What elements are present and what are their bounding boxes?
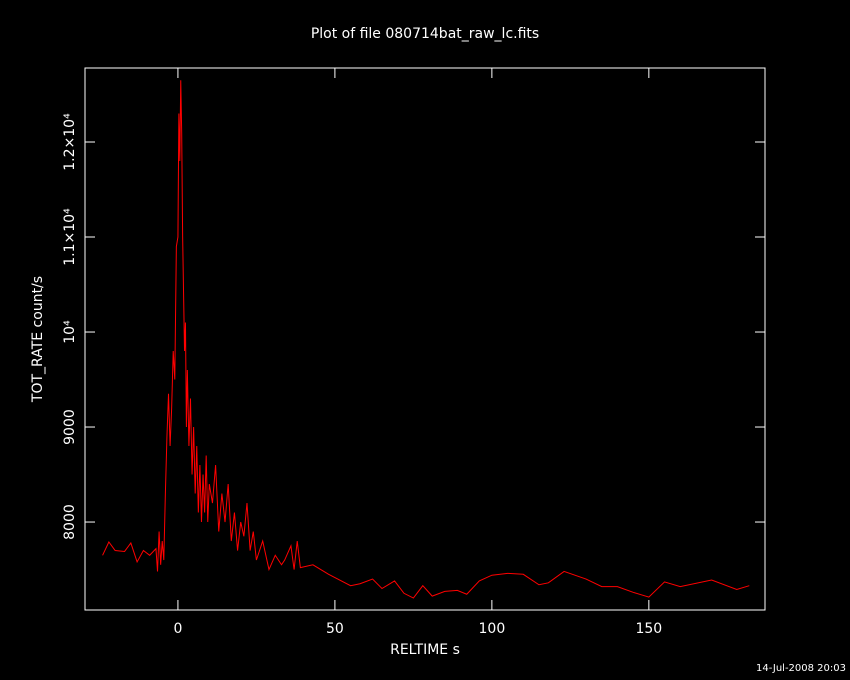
y-tick-label: 8000 xyxy=(62,504,78,540)
x-axis-label: RELTIME s xyxy=(390,642,460,658)
x-tick-label: 150 xyxy=(635,621,662,637)
chart-title: Plot of file 080714bat_raw_lc.fits xyxy=(311,26,539,42)
x-tick-label: 0 xyxy=(173,621,182,637)
x-tick-label: 100 xyxy=(479,621,506,637)
footer-timestamp: 14-Jul-2008 20:03 xyxy=(756,663,846,674)
y-axis-label: TOT_RATE count/s xyxy=(30,276,46,403)
light-curve xyxy=(102,80,750,599)
y-tick-label: 9000 xyxy=(62,409,78,445)
x-tick-label: 50 xyxy=(326,621,344,637)
y-tick-label: 10⁴ xyxy=(62,320,78,344)
y-tick-label: 1.1×10⁴ xyxy=(62,208,78,266)
y-tick-label: 1.2×10⁴ xyxy=(62,113,78,171)
plot-frame xyxy=(84,67,766,611)
